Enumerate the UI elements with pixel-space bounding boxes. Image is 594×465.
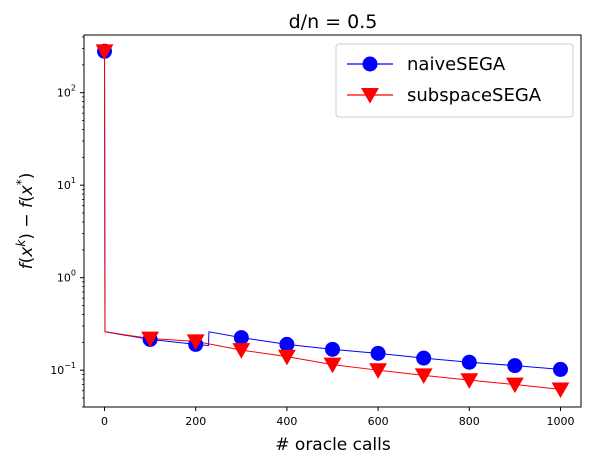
y-axis-label: f(xk) − f(x*)	[14, 173, 37, 270]
legend-marker-naiveSEGA	[362, 56, 378, 72]
x-tick-label: 0	[101, 415, 108, 428]
data-point-naiveSEGA	[370, 345, 386, 361]
data-point-subspaceSEGA	[277, 349, 296, 366]
y-tick-label: 100	[57, 269, 76, 285]
data-point-subspaceSEGA	[186, 334, 205, 351]
data-point-subspaceSEGA	[505, 377, 524, 394]
x-tick-label: 400	[276, 415, 297, 428]
legend-marker-subspaceSEGA	[361, 88, 379, 104]
chart-title: d/n = 0.5	[289, 11, 378, 33]
data-point-naiveSEGA	[279, 336, 295, 352]
series-line-subspaceSEGA	[104, 51, 561, 390]
y-axis: 10−1 100 101 102	[50, 36, 84, 408]
data-point-naiveSEGA	[552, 361, 568, 377]
legend: naiveSEGA subspaceSEGA	[335, 43, 574, 118]
legend-label-subspaceSEGA: subspaceSEGA	[407, 85, 542, 106]
data-point-naiveSEGA	[233, 330, 249, 346]
x-tick-label: 1000	[546, 415, 574, 428]
x-tick-label: 600	[368, 415, 389, 428]
data-point-subspaceSEGA	[141, 331, 160, 348]
data-point-subspaceSEGA	[414, 368, 433, 384]
data-point-subspaceSEGA	[551, 382, 570, 399]
axes-frame	[83, 34, 582, 408]
data-point-subspaceSEGA	[95, 44, 114, 60]
legend-label-naiveSEGA: naiveSEGA	[407, 54, 506, 75]
legend-frame	[335, 43, 574, 118]
y-tick-label: 102	[57, 84, 76, 100]
y-tick-label: 10−1	[50, 361, 76, 377]
data-point-naiveSEGA	[416, 350, 432, 366]
x-tick-label: 200	[185, 415, 206, 428]
data-point-naiveSEGA	[325, 341, 340, 357]
data-point-subspaceSEGA	[323, 357, 342, 374]
data-point-naiveSEGA	[507, 358, 523, 374]
x-tick-label: 800	[459, 415, 480, 428]
x-axis-label: # oracle calls	[275, 435, 391, 455]
plot-area	[95, 43, 570, 399]
data-point-subspaceSEGA	[460, 373, 479, 389]
data-point-subspaceSEGA	[369, 363, 388, 379]
y-tick-label: 101	[57, 176, 76, 192]
x-axis: 0 200 400 600 800 1000	[101, 407, 574, 428]
series-line-naiveSEGA	[104, 51, 561, 370]
data-point-naiveSEGA	[461, 354, 477, 370]
data-point-subspaceSEGA	[232, 343, 251, 359]
